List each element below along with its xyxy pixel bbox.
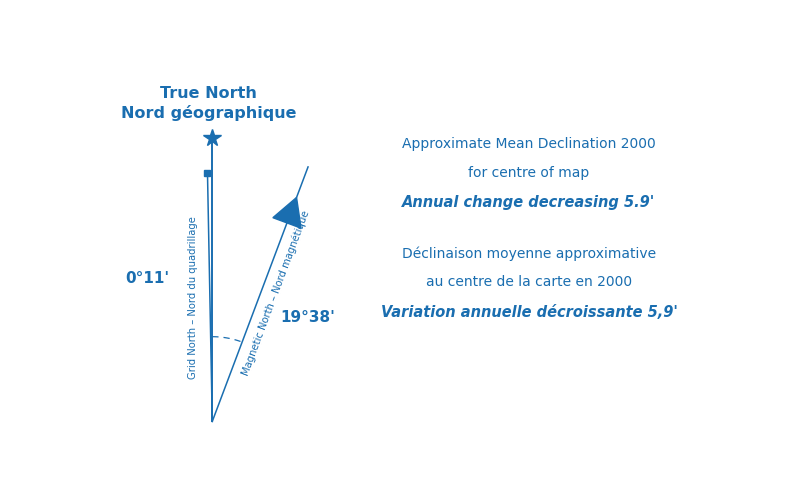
Text: for centre of map: for centre of map	[468, 166, 589, 180]
Text: 0°11': 0°11'	[126, 272, 169, 286]
Text: au centre de la carte en 2000: au centre de la carte en 2000	[426, 275, 632, 289]
Text: Magnetic North – Nord magnétique: Magnetic North – Nord magnétique	[240, 209, 312, 377]
Text: True North
Nord géographique: True North Nord géographique	[121, 86, 296, 121]
Text: Déclinaison moyenne approximative: Déclinaison moyenne approximative	[402, 246, 656, 261]
Text: Approximate Mean Declination 2000: Approximate Mean Declination 2000	[402, 137, 656, 151]
Polygon shape	[273, 198, 301, 228]
Text: Annual change decreasing 5.9': Annual change decreasing 5.9'	[403, 195, 656, 210]
Text: 19°38': 19°38'	[281, 310, 335, 325]
Text: Variation annuelle décroissante 5,9': Variation annuelle décroissante 5,9'	[380, 304, 677, 320]
Text: Grid North – Nord du quadrillage: Grid North – Nord du quadrillage	[187, 216, 198, 379]
